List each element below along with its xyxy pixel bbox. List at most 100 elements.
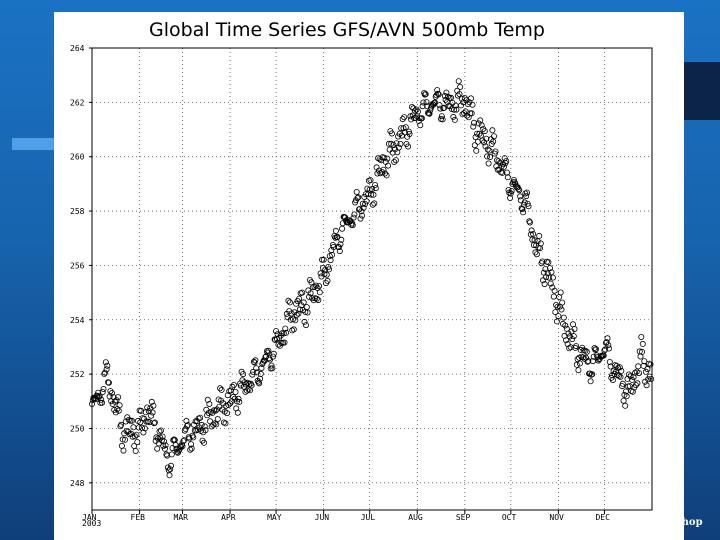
data-point bbox=[547, 280, 554, 287]
data-point bbox=[451, 106, 458, 113]
chart-panel: Global Time Series GFS/AVN 500mb Temp 26… bbox=[54, 12, 684, 540]
data-point bbox=[471, 142, 478, 149]
data-point bbox=[288, 310, 295, 317]
data-point bbox=[508, 188, 515, 195]
data-point bbox=[470, 119, 477, 126]
data-point bbox=[585, 357, 592, 364]
data-point bbox=[184, 421, 191, 428]
data-point bbox=[533, 251, 540, 258]
data-point bbox=[617, 373, 624, 380]
data-point bbox=[567, 344, 574, 351]
data-point bbox=[99, 399, 106, 406]
data-point bbox=[472, 134, 479, 141]
data-point bbox=[439, 116, 446, 123]
data-point bbox=[456, 91, 463, 98]
data-point bbox=[119, 436, 126, 443]
data-point bbox=[370, 191, 377, 198]
data-point bbox=[246, 387, 253, 394]
data-point bbox=[290, 326, 297, 333]
data-point bbox=[167, 466, 174, 473]
data-point bbox=[206, 400, 213, 407]
y-tick-label: 264 bbox=[70, 44, 85, 53]
data-point bbox=[317, 270, 324, 277]
x-tick-label: SEP bbox=[456, 513, 471, 522]
data-point bbox=[145, 408, 152, 415]
data-point bbox=[634, 380, 641, 387]
data-point bbox=[104, 362, 111, 369]
data-point bbox=[390, 141, 397, 148]
data-point bbox=[426, 110, 433, 117]
data-point bbox=[406, 131, 413, 138]
data-point bbox=[132, 433, 139, 440]
data-point bbox=[435, 91, 442, 98]
data-point bbox=[521, 199, 528, 206]
data-point bbox=[204, 396, 211, 403]
data-point bbox=[473, 147, 480, 154]
x-tick-label: JAN bbox=[82, 513, 97, 522]
data-point bbox=[622, 388, 629, 395]
data-point bbox=[593, 346, 600, 353]
data-point bbox=[118, 421, 125, 428]
data-point bbox=[101, 370, 108, 377]
data-point bbox=[181, 437, 188, 444]
data-point bbox=[250, 358, 257, 365]
data-point bbox=[438, 113, 445, 120]
data-point bbox=[132, 447, 139, 454]
data-point bbox=[187, 441, 194, 448]
data-point bbox=[200, 439, 207, 446]
data-point bbox=[281, 339, 288, 346]
data-point bbox=[171, 436, 178, 443]
data-point bbox=[105, 379, 112, 386]
data-point bbox=[453, 106, 460, 113]
data-point bbox=[236, 398, 243, 405]
data-point bbox=[324, 277, 331, 284]
data-point bbox=[541, 281, 548, 288]
data-point bbox=[550, 293, 557, 300]
data-point bbox=[141, 425, 148, 432]
data-point bbox=[431, 100, 438, 107]
data-point bbox=[166, 472, 173, 479]
data-point bbox=[571, 325, 578, 332]
y-tick-label: 248 bbox=[70, 479, 85, 488]
data-point bbox=[306, 293, 313, 300]
data-point bbox=[213, 421, 220, 428]
data-point bbox=[371, 200, 378, 207]
data-point bbox=[336, 248, 343, 255]
data-point bbox=[286, 299, 293, 306]
data-point bbox=[212, 407, 219, 414]
data-point bbox=[256, 380, 263, 387]
data-point bbox=[635, 363, 642, 370]
data-point bbox=[440, 105, 447, 112]
data-point bbox=[576, 360, 583, 367]
data-point bbox=[554, 303, 561, 310]
data-point bbox=[526, 218, 533, 225]
data-point bbox=[399, 116, 406, 123]
data-point bbox=[295, 310, 302, 317]
data-point bbox=[178, 444, 185, 451]
data-point bbox=[553, 301, 560, 308]
data-point bbox=[464, 101, 471, 108]
data-point bbox=[588, 371, 595, 378]
data-point bbox=[484, 153, 491, 160]
data-point bbox=[360, 204, 367, 211]
data-point bbox=[350, 214, 357, 221]
data-point bbox=[632, 382, 639, 389]
data-point bbox=[385, 162, 392, 169]
data-point bbox=[120, 447, 127, 454]
data-point bbox=[269, 353, 276, 360]
data-point bbox=[639, 348, 646, 355]
data-point bbox=[392, 157, 399, 164]
data-point bbox=[102, 369, 109, 376]
data-point bbox=[414, 108, 421, 115]
data-point bbox=[185, 434, 192, 441]
data-point bbox=[622, 402, 629, 409]
data-point bbox=[423, 99, 430, 106]
data-point bbox=[333, 234, 340, 241]
data-point bbox=[235, 395, 242, 402]
data-point bbox=[122, 418, 129, 425]
data-point bbox=[325, 263, 332, 270]
data-point bbox=[495, 158, 502, 165]
x-tick-label: MAY bbox=[267, 513, 282, 522]
data-point bbox=[149, 409, 156, 416]
data-point bbox=[357, 215, 364, 222]
